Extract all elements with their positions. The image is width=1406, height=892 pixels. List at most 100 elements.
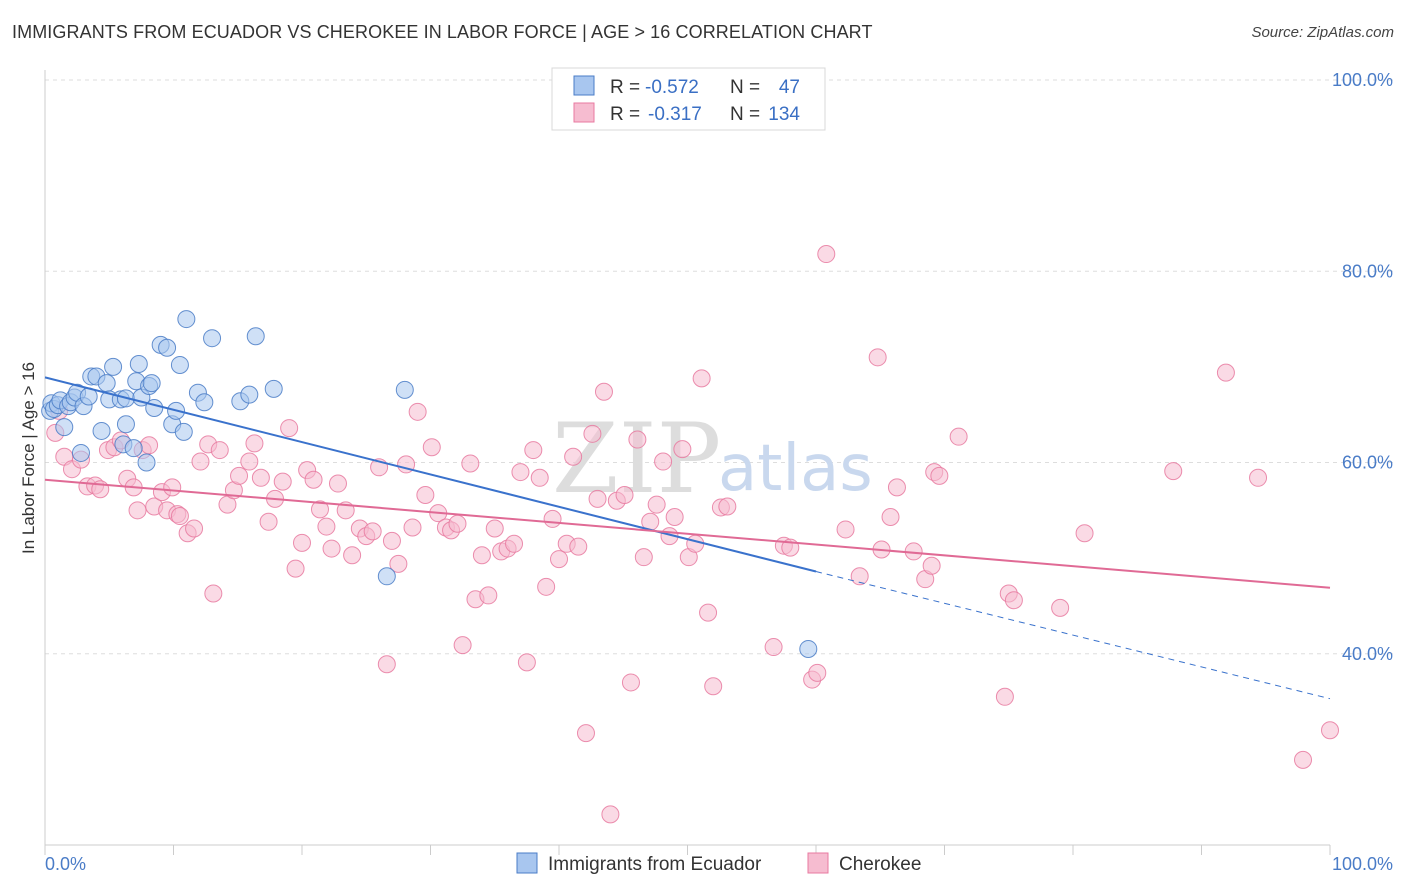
y-axis-tick-labels: 40.0% 60.0% 80.0% 100.0%: [1332, 70, 1393, 664]
ecuador-point-22: [116, 415, 135, 434]
ecuador-point-10: [71, 443, 90, 462]
cherokee-point-126: [1004, 591, 1023, 610]
cherokee-point-15: [140, 436, 159, 455]
cherokee-point-124: [995, 687, 1014, 706]
y-tick-label-40: 40.0%: [1342, 644, 1393, 664]
watermark: ZIP atlas: [552, 403, 873, 515]
cherokee-point-83: [576, 724, 595, 743]
ecuador-point-25: [129, 355, 148, 374]
cherokee-point-64: [453, 636, 472, 655]
legend-n-value-cherokee: 134: [768, 104, 800, 125]
cherokee-point-33: [251, 468, 270, 487]
cherokee-point-38: [286, 559, 305, 578]
cherokee-point-59: [422, 438, 441, 457]
legend-r-value-ecuador: -0.572: [645, 77, 699, 98]
cherokee-point-110: [808, 663, 827, 682]
cherokee-point-106: [764, 638, 783, 657]
ecuador-point-37: [177, 310, 196, 329]
chart-source: Source: ZipAtlas.com: [1251, 24, 1394, 41]
bottom-legend-swatch-cherokee: [807, 852, 829, 874]
ecuador-point-15: [92, 421, 111, 440]
cherokee-point-84: [583, 424, 602, 443]
ecuador-point-29: [142, 374, 161, 393]
cherokee-point-131: [1249, 468, 1268, 487]
cherokee-point-54: [389, 554, 408, 573]
cherokee-point-26: [204, 584, 223, 603]
cherokee-point-13: [128, 501, 147, 520]
watermark-atlas: atlas: [718, 432, 873, 506]
cherokee-point-102: [699, 603, 718, 622]
cherokee-point-53: [382, 531, 401, 550]
cherokee-point-113: [850, 567, 869, 586]
cherokee-point-56: [403, 518, 422, 537]
ecuador-trend-line: [44, 376, 817, 573]
cherokee-point-105: [718, 497, 737, 516]
trend-lines: [44, 376, 1331, 700]
cherokee-point-69: [485, 519, 504, 538]
x-tick-label-0: 0.0%: [45, 854, 86, 874]
legend-r-label-ecuador: R =: [610, 77, 640, 98]
cherokee-point-103: [704, 677, 723, 696]
cherokee-point-73: [511, 463, 530, 482]
ecuador-point-40: [203, 329, 222, 348]
ecuador-point-47: [799, 639, 818, 658]
ecuador-point-18: [104, 357, 123, 376]
legend-swatch-ecuador: [573, 75, 595, 96]
cherokee-point-27: [210, 441, 229, 460]
ecuador-point-42: [240, 385, 259, 404]
legend-bottom: Immigrants from Ecuador Cherokee: [516, 852, 921, 875]
cherokee-point-41: [304, 470, 323, 489]
cherokee-point-39: [293, 533, 311, 552]
cherokee-point-100: [686, 534, 705, 553]
cherokee-point-128: [1075, 524, 1094, 543]
legend-n-label-ecuador: N =: [730, 77, 760, 98]
x-axis-ticks: [44, 845, 1331, 855]
cherokee-point-68: [479, 586, 498, 605]
cherokee-point-127: [1051, 598, 1070, 617]
cherokee-point-75: [524, 441, 543, 460]
cherokee-point-79: [550, 550, 568, 569]
cherokee-point-91: [628, 430, 647, 449]
legend-swatch-cherokee: [573, 102, 595, 123]
cherokee-point-95: [654, 452, 673, 471]
cherokee-point-32: [245, 434, 264, 453]
cherokee-point-87: [601, 805, 620, 824]
cherokee-point-92: [634, 548, 653, 567]
legend-n-value-ecuador: 47: [779, 77, 800, 98]
ecuador-point-39: [195, 393, 214, 412]
cherokee-point-94: [647, 495, 666, 514]
cherokee-point-112: [836, 520, 855, 539]
chart-title: IMMIGRANTS FROM ECUADOR VS CHEROKEE IN L…: [12, 22, 873, 42]
cherokee-point-123: [949, 427, 968, 446]
cherokee-point-24: [191, 452, 210, 471]
cherokee-point-101: [692, 369, 711, 388]
cherokee-point-36: [273, 472, 292, 491]
ecuador-point-27: [137, 453, 156, 472]
x-tick-label-100: 100.0%: [1332, 854, 1393, 874]
cherokee-point-77: [537, 577, 556, 596]
cherokee-point-130: [1216, 363, 1235, 382]
cherokee-point-19: [163, 478, 182, 497]
ecuador-point-46: [395, 380, 414, 399]
cherokee-point-81: [564, 447, 583, 466]
legend-r-label-cherokee: R =: [610, 104, 640, 125]
scatter-points: [41, 245, 1339, 824]
cherokee-point-34: [259, 512, 278, 531]
ecuador-point-5: [55, 418, 74, 437]
cherokee-point-74: [517, 653, 536, 672]
cherokee-point-116: [881, 508, 900, 527]
cherokee-point-97: [665, 508, 684, 527]
cherokee-point-67: [472, 546, 491, 565]
cherokee-point-37: [280, 419, 299, 438]
bottom-legend-label-ecuador: Immigrants from Ecuador: [548, 854, 762, 875]
y-axis-title: In Labor Force | Age > 16: [19, 362, 38, 554]
cherokee-point-85: [588, 489, 607, 508]
cherokee-point-44: [322, 539, 341, 558]
legend-r-value-cherokee: -0.317: [648, 104, 702, 125]
cherokee-point-78: [543, 509, 562, 528]
cherokee-point-133: [1321, 721, 1339, 740]
ecuador-point-16: [97, 374, 116, 393]
ecuador-point-32: [158, 338, 177, 357]
ecuador-point-35: [170, 355, 189, 374]
bottom-legend-swatch-ecuador: [516, 852, 538, 874]
